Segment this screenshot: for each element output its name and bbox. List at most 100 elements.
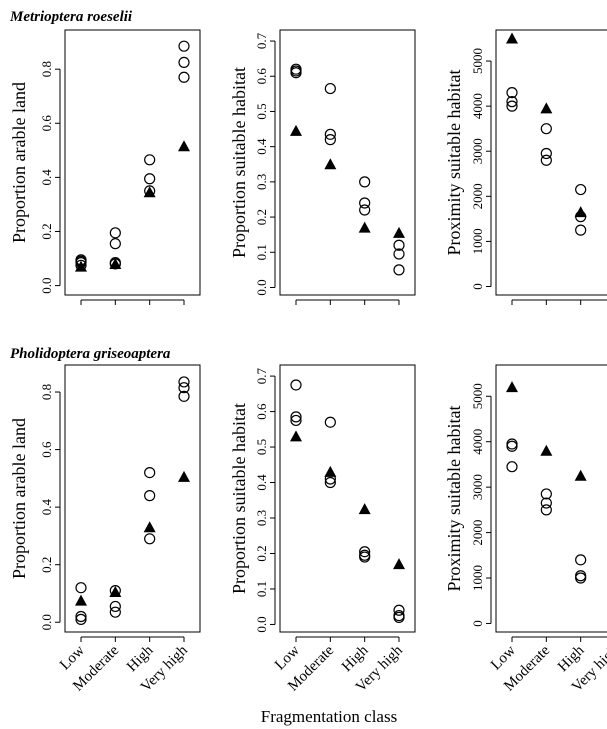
- data-point-circle: [506, 87, 518, 99]
- data-point-circle: [75, 582, 87, 594]
- y-tick-label: 4000: [470, 93, 485, 119]
- data-point-circle: [178, 390, 190, 402]
- x-tick-label: Low: [488, 642, 519, 673]
- data-point-triangle: [540, 444, 553, 456]
- y-tick-label: 0: [470, 283, 485, 290]
- data-point-triangle: [540, 102, 553, 114]
- data-point-triangle: [75, 260, 87, 272]
- y-tick-label: 3000: [470, 138, 485, 164]
- data-point-circle: [506, 438, 518, 450]
- data-point-circle: [359, 176, 371, 188]
- data-point-circle: [290, 63, 302, 75]
- data-point-triangle: [109, 586, 122, 598]
- y-tick-label: 0.0: [39, 277, 54, 293]
- data-point-triangle: [393, 558, 405, 570]
- y-tick-label: 2000: [470, 183, 485, 209]
- data-point-circle: [540, 147, 552, 160]
- plot-frame: [279, 29, 416, 296]
- y-tick-label: 0.7: [254, 367, 269, 384]
- data-point-triangle: [109, 257, 122, 269]
- data-point-circle: [75, 613, 87, 625]
- data-point-circle: [575, 224, 587, 236]
- data-point-circle: [144, 467, 156, 479]
- y-tick-label: 0.7: [254, 32, 269, 49]
- plot-frame: [64, 364, 201, 633]
- data-point-circle: [290, 379, 302, 391]
- y-tick-label: 0.0: [39, 614, 54, 630]
- data-point-circle: [75, 610, 87, 623]
- data-point-circle: [178, 40, 190, 52]
- chart-panel-1: 0.0 0.2 0.4 0.6 0.8 Proportion arable land: [9, 29, 201, 305]
- data-point-triangle: [143, 186, 156, 198]
- y-tick-label: 0.2: [39, 557, 54, 573]
- data-point-circle: [359, 549, 371, 561]
- y-axis-label: Proportion suitable habitat: [229, 67, 249, 258]
- y-tick-label: 0.4: [254, 474, 269, 491]
- data-point-circle: [109, 238, 121, 250]
- y-tick-label: 1000: [470, 228, 485, 254]
- data-point-circle: [178, 71, 190, 83]
- data-point-triangle: [574, 469, 587, 481]
- y-axis-label: Proximity suitable habitat: [444, 70, 464, 256]
- y-axis-label: Proportion arable land: [9, 418, 29, 579]
- y-tick-label: 5000: [470, 48, 485, 74]
- y-tick-label: 3000: [470, 474, 485, 500]
- y-tick-label: 0.8: [39, 61, 54, 77]
- y-tick-label: 0.2: [254, 545, 269, 561]
- y-tick-label: 0.5: [254, 103, 269, 119]
- y-tick-label: 0.5: [254, 439, 269, 455]
- data-point-circle: [324, 416, 336, 428]
- data-point-circle: [324, 134, 336, 146]
- data-point-circle: [109, 227, 121, 239]
- y-tick-label: 5000: [470, 383, 485, 409]
- y-tick-label: 0.2: [254, 209, 269, 225]
- data-point-circle: [393, 264, 405, 276]
- data-point-circle: [575, 570, 587, 582]
- data-point-circle: [144, 154, 156, 166]
- data-point-circle: [324, 128, 336, 140]
- data-point-circle: [540, 488, 552, 500]
- x-tick-label: Low: [272, 642, 303, 673]
- y-tick-label: 0.2: [39, 223, 54, 239]
- y-tick-label: 0.0: [254, 279, 269, 295]
- y-tick-label: 0.8: [39, 384, 54, 400]
- data-point-circle: [359, 546, 371, 558]
- y-axis-label: Proportion suitable habitat: [229, 403, 249, 594]
- chart-panel-3: 0 1000 2000 3000 4000 5000 Proximity suitable …: [444, 29, 607, 305]
- data-point-circle: [290, 414, 302, 427]
- y-tick-label: 1000: [470, 565, 485, 591]
- y-tick-label: 0.6: [254, 403, 269, 420]
- data-point-triangle: [393, 226, 405, 238]
- y-tick-label: 0.6: [39, 115, 54, 132]
- data-point-triangle: [178, 470, 190, 482]
- data-point-circle: [109, 600, 121, 613]
- data-point-circle: [324, 476, 336, 489]
- data-point-triangle: [324, 465, 337, 477]
- plot-frame: [495, 29, 607, 296]
- data-point-circle: [540, 504, 552, 516]
- data-point-circle: [506, 440, 518, 452]
- y-axis-label: Proximity suitable habitat: [444, 406, 464, 592]
- data-point-triangle: [506, 32, 518, 44]
- data-point-circle: [393, 248, 405, 260]
- data-point-triangle: [324, 158, 337, 170]
- data-point-triangle: [574, 206, 587, 218]
- data-point-triangle: [143, 521, 156, 533]
- data-point-circle: [506, 461, 518, 473]
- data-point-circle: [540, 123, 552, 135]
- y-tick-label: 0.1: [254, 244, 269, 260]
- data-point-circle: [290, 411, 302, 423]
- y-axis-label: Proportion arable land: [9, 82, 29, 243]
- species-title-top: Metrioptera roeselii: [9, 9, 133, 25]
- data-point-triangle: [358, 221, 371, 233]
- plot-frame: [495, 364, 607, 633]
- y-tick-label: 4000: [470, 429, 485, 455]
- y-tick-label: 0.3: [254, 510, 269, 526]
- data-point-triangle: [290, 124, 302, 136]
- data-point-circle: [324, 82, 336, 95]
- data-point-circle: [393, 239, 405, 251]
- data-point-triangle: [75, 594, 87, 606]
